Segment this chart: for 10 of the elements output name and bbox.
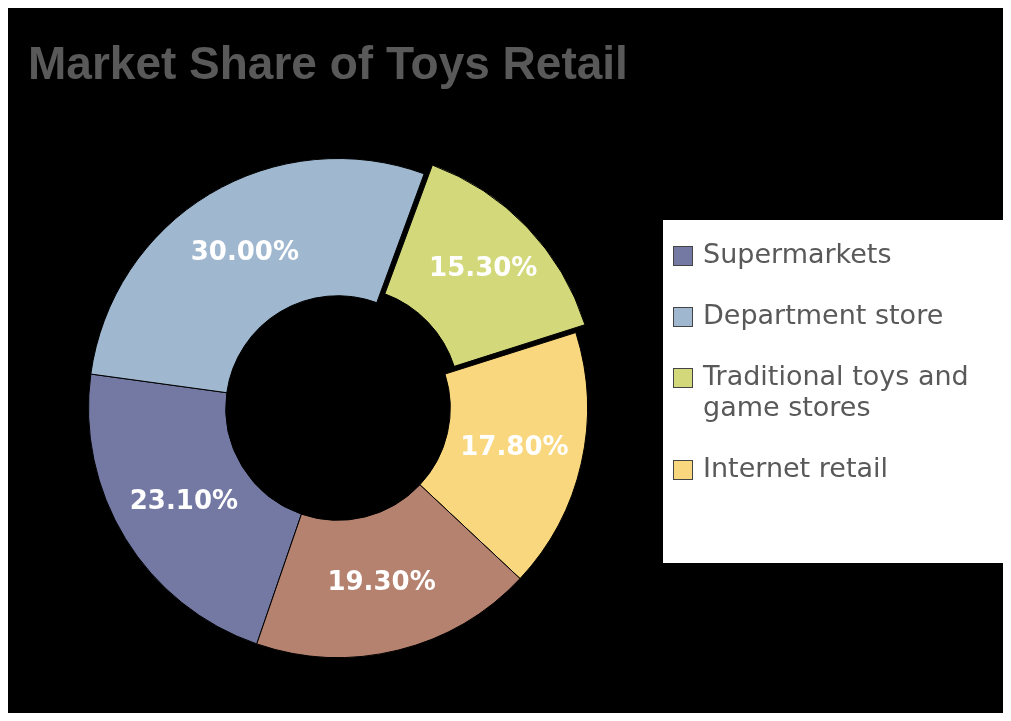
data-label: 23.10% xyxy=(129,485,239,516)
legend-label: Department store xyxy=(703,299,944,330)
legend-label: Traditional toys and game stores xyxy=(703,360,970,422)
data-label: 30.00% xyxy=(190,235,300,266)
legend-label: Supermarkets xyxy=(703,238,892,269)
chart-title: Market Share of Toys Retail xyxy=(28,36,628,90)
data-label: 15.30% xyxy=(429,251,538,282)
data-label: 19.30% xyxy=(327,566,436,597)
data-label: 17.80% xyxy=(460,430,569,461)
legend-label: Internet retail xyxy=(703,452,889,483)
